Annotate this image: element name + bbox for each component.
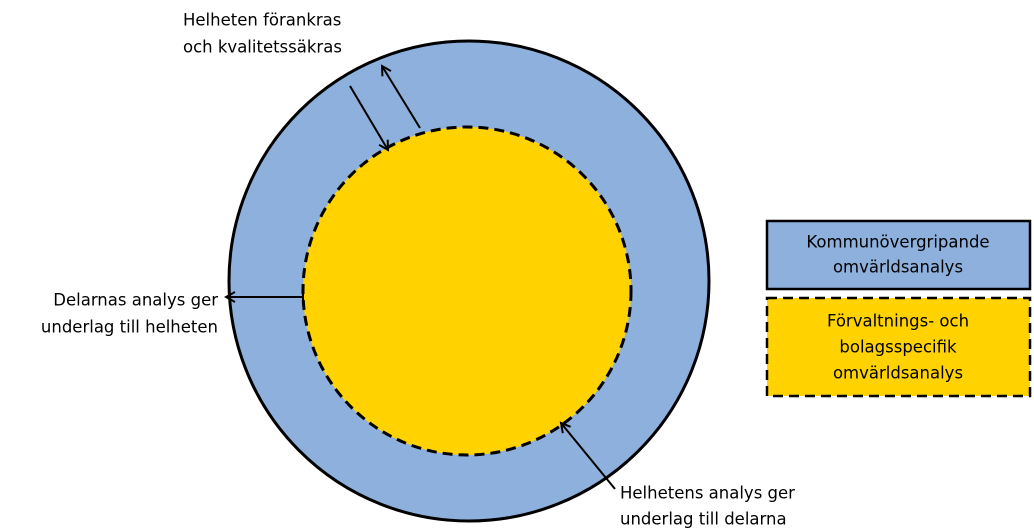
annotation: underlag till delarna — [620, 510, 787, 529]
arrow-bottom — [561, 423, 616, 490]
annotation: Helheten förankras — [183, 11, 341, 30]
annotation: Delarnas analys ger — [53, 291, 218, 310]
inner-circle — [301, 125, 633, 457]
legend-text: Förvaltnings- och — [827, 312, 969, 331]
legend-text: bolagsspecifik — [839, 338, 957, 357]
annotation: underlag till helheten — [41, 318, 218, 337]
legend-box — [765, 296, 1032, 398]
legend-box — [765, 219, 1032, 291]
legend-text: omvärldsanalys — [833, 364, 963, 383]
arrow-in — [349, 85, 388, 150]
annotation: Helhetens analys ger — [620, 484, 795, 503]
legend-text: omvärldsanalys — [833, 258, 963, 277]
arrow-out — [382, 66, 421, 129]
annotation: och kvalitetssäkras — [183, 38, 342, 57]
legend-text: Kommunövergripande — [806, 233, 989, 252]
